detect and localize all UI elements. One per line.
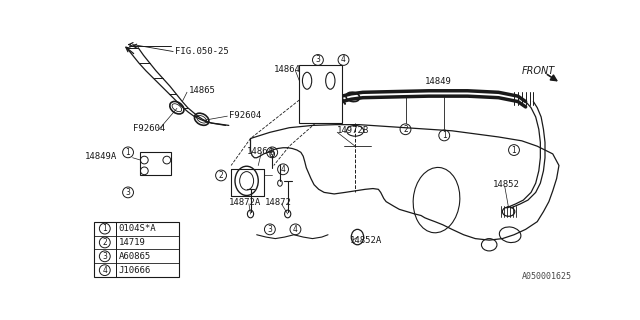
Text: 4: 4 <box>341 55 346 64</box>
Text: 3: 3 <box>102 252 108 261</box>
Text: 1: 1 <box>125 148 131 157</box>
Text: A050001625: A050001625 <box>522 272 572 281</box>
Text: 3: 3 <box>268 225 272 234</box>
Text: 4: 4 <box>293 225 298 234</box>
Text: 3: 3 <box>316 55 321 64</box>
Text: 3: 3 <box>125 188 131 197</box>
Text: F92604: F92604 <box>229 111 261 120</box>
Text: F92604: F92604 <box>132 124 165 133</box>
Text: FIG.050-25: FIG.050-25 <box>175 47 228 56</box>
Text: 14719: 14719 <box>119 238 146 247</box>
Text: 3: 3 <box>270 148 275 157</box>
Text: 14849: 14849 <box>425 77 452 86</box>
Text: 2: 2 <box>219 171 223 180</box>
Bar <box>300 65 342 123</box>
Text: 1: 1 <box>511 146 516 155</box>
Text: 14852: 14852 <box>493 180 520 189</box>
Text: 14864A: 14864A <box>274 65 306 74</box>
Text: 14852A: 14852A <box>349 236 382 245</box>
Text: 2: 2 <box>403 125 408 134</box>
Text: 2: 2 <box>102 238 107 247</box>
Text: A60865: A60865 <box>119 252 151 261</box>
Text: J10666: J10666 <box>119 266 151 275</box>
Text: 14872A: 14872A <box>229 198 261 207</box>
Text: 14864: 14864 <box>246 147 273 156</box>
Text: 4: 4 <box>102 266 108 275</box>
Text: 14849A: 14849A <box>84 152 117 161</box>
Text: 0104S*A: 0104S*A <box>119 224 156 233</box>
Text: 14865: 14865 <box>189 86 216 95</box>
Bar <box>94 222 179 277</box>
Text: 4: 4 <box>280 165 285 174</box>
Text: 14872: 14872 <box>264 198 291 207</box>
Text: 1: 1 <box>442 131 447 140</box>
Bar <box>140 152 172 175</box>
Text: 14972B: 14972B <box>337 126 369 135</box>
Text: 1: 1 <box>102 224 107 233</box>
Text: FRONT: FRONT <box>522 66 555 76</box>
